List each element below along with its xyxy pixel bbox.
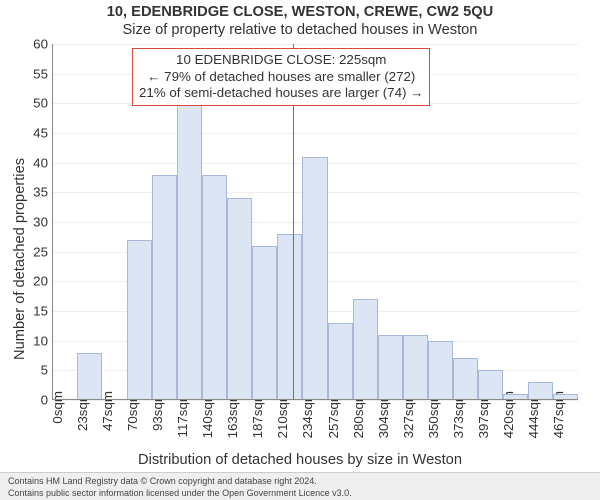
x-tick-label: 47sqm (100, 391, 115, 431)
footer-line-2: Contains public sector information licen… (8, 487, 600, 499)
histogram-bar (152, 175, 177, 400)
y-tick-label: 30 (20, 215, 52, 230)
y-tick-label: 10 (20, 333, 52, 348)
chart-title-line1: 10, EDENBRIDGE CLOSE, WESTON, CREWE, CW2… (0, 4, 600, 20)
histogram-bar (328, 323, 353, 400)
histogram-bar (478, 370, 503, 400)
histogram-bar (403, 335, 428, 400)
y-tick-label: 40 (20, 155, 52, 170)
marker-annotation: 10 EDENBRIDGE CLOSE: 225sqm ← 79% of deta… (132, 48, 430, 106)
y-tick-label: 50 (20, 96, 52, 111)
y-tick-label: 55 (20, 66, 52, 81)
y-tick-label: 45 (20, 126, 52, 141)
y-tick-label: 5 (20, 363, 52, 378)
histogram-bar (77, 353, 102, 400)
grid-line-y (52, 133, 578, 134)
y-tick-label: 35 (20, 185, 52, 200)
histogram-bar (277, 234, 302, 400)
x-axis-label: Distribution of detached houses by size … (0, 452, 600, 468)
histogram-bar (353, 299, 378, 400)
histogram-bar (177, 103, 202, 400)
y-tick-label: 15 (20, 304, 52, 319)
histogram-bar (378, 335, 403, 400)
annotation-line-smaller: ← 79% of detached houses are smaller (27… (147, 69, 415, 84)
histogram-bar (252, 246, 277, 400)
histogram-bar (202, 175, 227, 400)
histogram-bar (528, 382, 553, 400)
y-axis-line (52, 44, 53, 400)
y-tick-label: 20 (20, 274, 52, 289)
histogram-bar (302, 157, 327, 400)
histogram-bar (428, 341, 453, 400)
plot-area: 0510152025303540455055600sqm23sqm47sqm70… (52, 44, 578, 400)
grid-line-y (52, 44, 578, 45)
y-tick-label: 60 (20, 37, 52, 52)
y-tick-label: 0 (20, 393, 52, 408)
footer: Contains HM Land Registry data © Crown c… (0, 472, 600, 500)
annotation-line-larger: 21% of semi-detached houses are larger (… (139, 85, 423, 100)
histogram-bar (453, 358, 478, 400)
footer-line-1: Contains HM Land Registry data © Crown c… (8, 475, 600, 487)
histogram-bar (127, 240, 152, 400)
chart-title-line2: Size of property relative to detached ho… (0, 22, 600, 38)
histogram-bar (227, 198, 252, 400)
annotation-title: 10 EDENBRIDGE CLOSE: 225sqm (176, 52, 386, 67)
chart-container: 10, EDENBRIDGE CLOSE, WESTON, CREWE, CW2… (0, 0, 600, 500)
y-tick-label: 25 (20, 244, 52, 259)
x-axis-line (52, 399, 578, 400)
